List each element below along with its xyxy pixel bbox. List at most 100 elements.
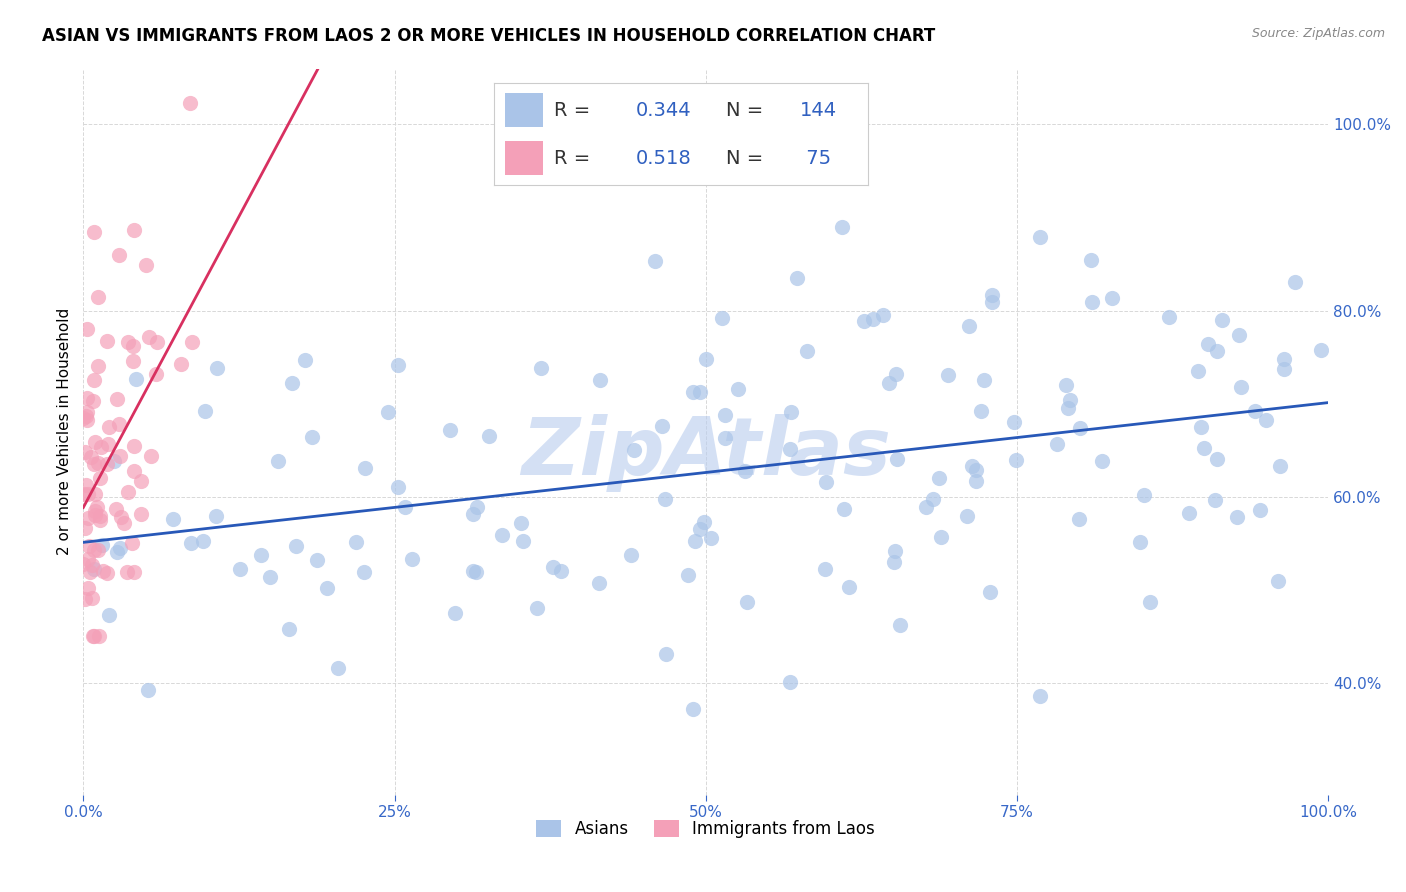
Point	[96, 457, 118, 471]
Point	[77, 539, 100, 553]
Point	[76, 391, 98, 405]
Point	[136, 683, 159, 698]
Point	[1226, 509, 1249, 524]
Point	[76, 551, 98, 566]
Point	[108, 248, 131, 262]
Point	[125, 372, 148, 386]
Point	[86, 500, 108, 514]
Point	[1178, 506, 1201, 520]
Point	[962, 458, 984, 473]
Point	[96, 334, 118, 348]
Point	[129, 507, 152, 521]
Point	[831, 219, 853, 234]
Point	[1004, 453, 1026, 467]
Point	[301, 430, 323, 444]
Point	[76, 413, 98, 427]
Point	[259, 570, 281, 584]
Point	[654, 491, 676, 506]
Point	[1056, 401, 1078, 416]
Point	[138, 330, 160, 344]
Point	[122, 223, 145, 237]
Point	[179, 96, 201, 111]
Legend: Asians, Immigrants from Laos: Asians, Immigrants from Laos	[530, 813, 882, 845]
Point	[491, 528, 513, 542]
Point	[461, 507, 484, 521]
Point	[1059, 392, 1081, 407]
Point	[80, 450, 103, 465]
Point	[76, 486, 98, 500]
Point	[889, 618, 911, 632]
Point	[530, 360, 553, 375]
Point	[714, 431, 737, 445]
Point	[108, 449, 131, 463]
Point	[980, 295, 1002, 310]
Point	[84, 435, 107, 450]
Point	[82, 629, 104, 643]
Point	[83, 374, 105, 388]
Point	[1101, 291, 1123, 305]
Point	[79, 565, 101, 579]
Point	[180, 535, 202, 549]
Point	[76, 322, 98, 336]
Point	[1267, 574, 1289, 588]
Point	[439, 423, 461, 437]
Point	[250, 548, 273, 562]
Point	[83, 226, 105, 240]
Point	[110, 541, 132, 555]
Point	[1157, 310, 1180, 325]
Point	[1029, 229, 1052, 244]
Point	[1229, 380, 1251, 394]
Point	[699, 531, 721, 545]
Point	[1268, 459, 1291, 474]
Point	[734, 464, 756, 478]
Point	[965, 463, 987, 477]
Text: ASIAN VS IMMIGRANTS FROM LAOS 2 OR MORE VEHICLES IN HOUSEHOLD CORRELATION CHART: ASIAN VS IMMIGRANTS FROM LAOS 2 OR MORE …	[42, 27, 935, 45]
Point	[87, 543, 110, 558]
Point	[1254, 413, 1277, 427]
Point	[1187, 364, 1209, 378]
Point	[77, 511, 100, 525]
Point	[714, 408, 737, 422]
Point	[695, 351, 717, 366]
Point	[344, 535, 367, 549]
Point	[872, 308, 894, 322]
Point	[779, 675, 801, 690]
Point	[307, 553, 329, 567]
Point	[401, 551, 423, 566]
Point	[117, 335, 139, 350]
Point	[882, 556, 904, 570]
Point	[89, 471, 111, 485]
Point	[682, 385, 704, 400]
Point	[122, 565, 145, 579]
Point	[229, 562, 252, 576]
Point	[1197, 337, 1219, 351]
Point	[623, 442, 645, 457]
Point	[169, 358, 191, 372]
Point	[512, 533, 534, 548]
Point	[110, 510, 132, 524]
Point	[1284, 275, 1306, 289]
Point	[1081, 295, 1104, 310]
Point	[104, 501, 127, 516]
Point	[1204, 492, 1226, 507]
Point	[526, 601, 548, 615]
Point	[1244, 404, 1267, 418]
Point	[91, 564, 114, 578]
Point	[682, 702, 704, 716]
Point	[1080, 253, 1102, 268]
Text: Source: ZipAtlas.com: Source: ZipAtlas.com	[1251, 27, 1385, 40]
Point	[884, 543, 907, 558]
Point	[294, 353, 316, 368]
Point	[1206, 343, 1229, 358]
Point	[285, 539, 308, 553]
Point	[886, 367, 908, 381]
Point	[973, 373, 995, 387]
Point	[96, 566, 118, 581]
Point	[72, 410, 94, 425]
Point	[75, 520, 97, 534]
Point	[80, 591, 103, 605]
Point	[862, 312, 884, 326]
Point	[73, 487, 96, 501]
Point	[877, 376, 900, 390]
Point	[693, 515, 716, 529]
